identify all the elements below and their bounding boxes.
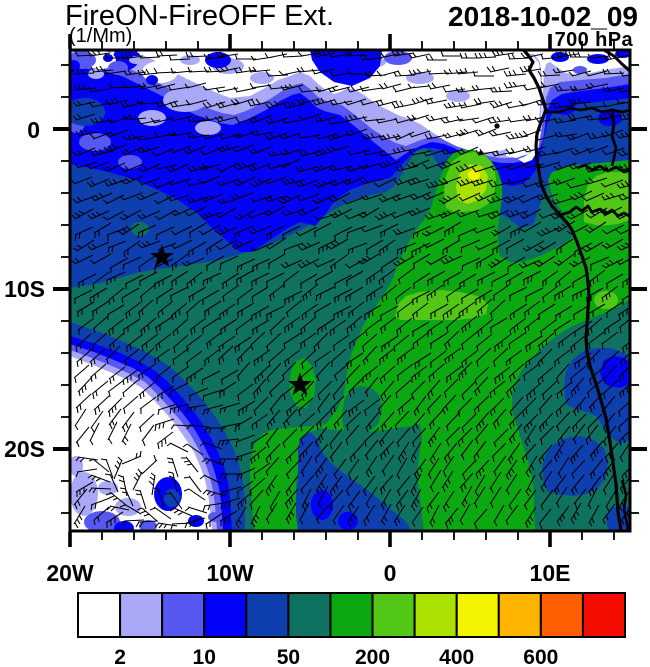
svg-text:(1/Mm): (1/Mm) — [69, 25, 132, 47]
svg-text:600: 600 — [523, 646, 558, 667]
svg-text:FireON-FireOFF Ext.: FireON-FireOFF Ext. — [65, 0, 334, 32]
svg-text:20S: 20S — [4, 436, 45, 462]
svg-text:0: 0 — [384, 560, 397, 586]
svg-text:10: 10 — [193, 646, 216, 667]
svg-text:20W: 20W — [46, 560, 94, 586]
svg-text:10E: 10E — [530, 560, 571, 586]
svg-text:2018-10-02_09: 2018-10-02_09 — [448, 1, 638, 32]
svg-text:0: 0 — [27, 117, 40, 143]
svg-text:50: 50 — [277, 646, 300, 667]
svg-text:2: 2 — [114, 646, 126, 667]
svg-text:200: 200 — [355, 646, 390, 667]
svg-text:400: 400 — [439, 646, 474, 667]
svg-text:10W: 10W — [206, 560, 254, 586]
svg-text:700 hPa: 700 hPa — [555, 29, 634, 51]
svg-text:10S: 10S — [4, 276, 45, 302]
